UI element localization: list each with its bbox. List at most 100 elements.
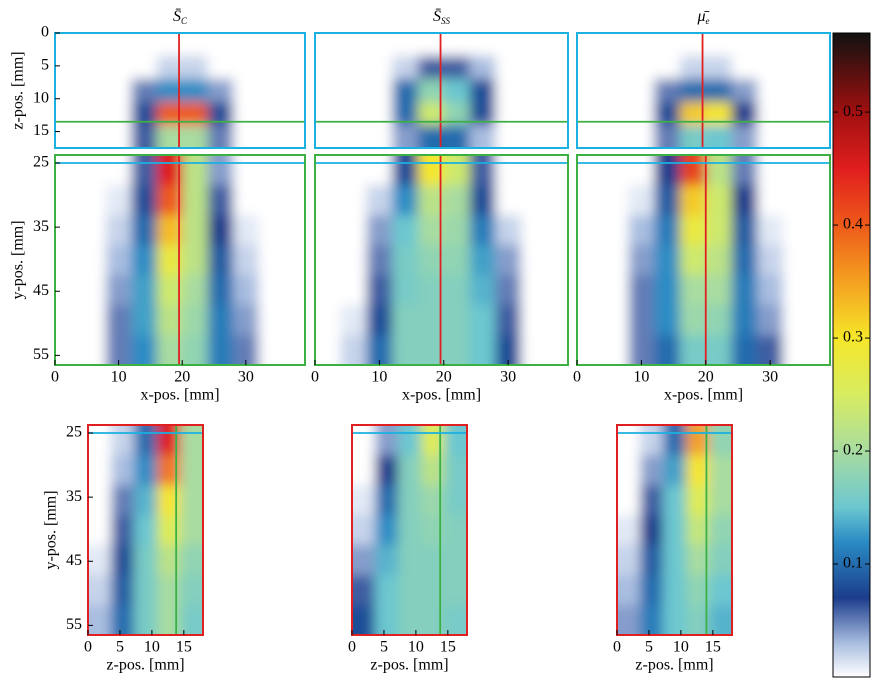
heatmap-cell bbox=[469, 274, 496, 306]
heatmap-cell bbox=[628, 185, 655, 216]
heatmap-cell bbox=[663, 515, 687, 546]
heatmap-cell bbox=[628, 245, 655, 276]
heatmap-cell bbox=[366, 102, 393, 126]
heatmap-cell bbox=[521, 79, 548, 103]
heatmap-cell bbox=[392, 125, 419, 148]
heatmap-cell bbox=[157, 605, 181, 635]
heatmap-cell bbox=[284, 335, 305, 365]
heatmap-cell bbox=[469, 335, 496, 365]
heatmap-cell bbox=[757, 56, 784, 80]
heatmap-cell bbox=[366, 305, 393, 336]
heatmap-cell bbox=[55, 33, 81, 57]
heatmap-cell bbox=[757, 185, 784, 216]
heatmap bbox=[315, 33, 568, 148]
heatmap bbox=[617, 425, 732, 635]
heatmap-cell bbox=[88, 605, 112, 635]
heatmap-cell bbox=[602, 215, 630, 246]
heatmap-cell bbox=[55, 274, 81, 306]
heatmap-cell bbox=[207, 245, 234, 276]
heatmap-cell bbox=[628, 102, 655, 126]
heatmap-cell bbox=[757, 245, 784, 276]
heatmap-cell bbox=[705, 155, 733, 186]
heatmap-cell bbox=[80, 33, 107, 57]
heatmap-cell bbox=[654, 102, 681, 126]
heatmap-cell bbox=[680, 79, 707, 103]
heatmap-cell bbox=[315, 245, 342, 276]
heatmap-cell bbox=[352, 575, 376, 606]
heatmap-cell bbox=[709, 515, 732, 546]
heatmap-cell bbox=[105, 125, 132, 148]
heatmap-cell bbox=[469, 56, 496, 80]
heatmap-cell bbox=[131, 245, 158, 276]
panel-frame bbox=[314, 154, 569, 366]
heatmap-cell bbox=[418, 33, 445, 57]
heatmap-cell bbox=[444, 575, 467, 606]
heatmap-cell bbox=[315, 305, 342, 336]
heatmap-cell bbox=[686, 455, 710, 486]
heatmap-cell bbox=[233, 33, 260, 57]
heatmap-cell bbox=[731, 335, 758, 365]
heatmap-cell bbox=[258, 215, 285, 246]
heatmap-cell bbox=[686, 485, 710, 516]
heatmap-cell bbox=[182, 185, 209, 216]
heatmap-cell bbox=[284, 56, 305, 80]
heatmap-cell bbox=[421, 575, 445, 606]
heatmap-cell bbox=[134, 515, 158, 546]
heatmap-cell bbox=[80, 56, 107, 80]
heatmap-cell bbox=[157, 515, 181, 546]
x-tick-label: 0 bbox=[573, 369, 581, 386]
heatmap-cell bbox=[808, 79, 830, 103]
heatmap-cell bbox=[55, 305, 81, 336]
heatmap-cell bbox=[233, 215, 260, 246]
heatmap-cell bbox=[444, 544, 467, 576]
x-tick-label: 10 bbox=[633, 369, 649, 386]
heatmap-cell bbox=[731, 274, 758, 306]
heatmap-cell bbox=[808, 56, 830, 80]
heatmap-cell bbox=[602, 125, 630, 148]
heatmap-cell bbox=[640, 485, 664, 516]
heatmap bbox=[55, 33, 305, 148]
heatmap-cell bbox=[577, 215, 604, 246]
heatmap-cell bbox=[602, 79, 630, 103]
heatmap-cell bbox=[495, 79, 522, 103]
heatmap-cell bbox=[654, 274, 681, 306]
heatmap-cell bbox=[731, 102, 758, 126]
heatmap-cell bbox=[680, 185, 707, 216]
heatmap-cell bbox=[663, 485, 687, 516]
heatmap-cell bbox=[577, 56, 604, 80]
heatmap-cell bbox=[233, 79, 260, 103]
x-axis-label: z-pos. [mm] bbox=[106, 657, 184, 674]
heatmap-cell bbox=[495, 274, 522, 306]
heatmap-cell bbox=[443, 245, 471, 276]
heatmap-cell bbox=[258, 274, 285, 306]
heatmap-cell bbox=[680, 56, 707, 80]
heatmap-cell bbox=[602, 245, 630, 276]
y-tick-label: 25 bbox=[33, 154, 49, 171]
heatmap-cell bbox=[546, 185, 568, 216]
heatmap-cell bbox=[495, 215, 522, 246]
heatmap-cell bbox=[546, 33, 568, 57]
heatmap-cell bbox=[315, 215, 342, 246]
x-tick-label: 15 bbox=[176, 639, 192, 656]
heatmap-cell bbox=[340, 215, 368, 246]
heatmap-cell bbox=[705, 245, 733, 276]
heatmap-cell bbox=[602, 102, 630, 126]
heatmap-cell bbox=[654, 305, 681, 336]
heatmap-cell bbox=[315, 33, 342, 57]
x-tick-label: 10 bbox=[673, 639, 689, 656]
heatmap-cell bbox=[375, 455, 399, 486]
heatmap-cell bbox=[375, 575, 399, 606]
heatmap-cell bbox=[207, 79, 234, 103]
colorbar-tick-label: 0.4 bbox=[843, 216, 863, 233]
heatmap-cell bbox=[131, 102, 158, 126]
heatmap-cell bbox=[546, 79, 568, 103]
heatmap-cell bbox=[521, 215, 548, 246]
colorbar-tick-label: 0.1 bbox=[843, 555, 863, 572]
y-tick-label: 25 bbox=[66, 424, 82, 441]
heatmap-cell bbox=[421, 485, 445, 516]
heatmap-cell bbox=[783, 185, 810, 216]
heatmap-cell bbox=[180, 515, 203, 546]
heatmap-cell bbox=[315, 335, 342, 365]
heatmap-cell bbox=[80, 274, 107, 306]
heatmap-cell bbox=[88, 485, 112, 516]
